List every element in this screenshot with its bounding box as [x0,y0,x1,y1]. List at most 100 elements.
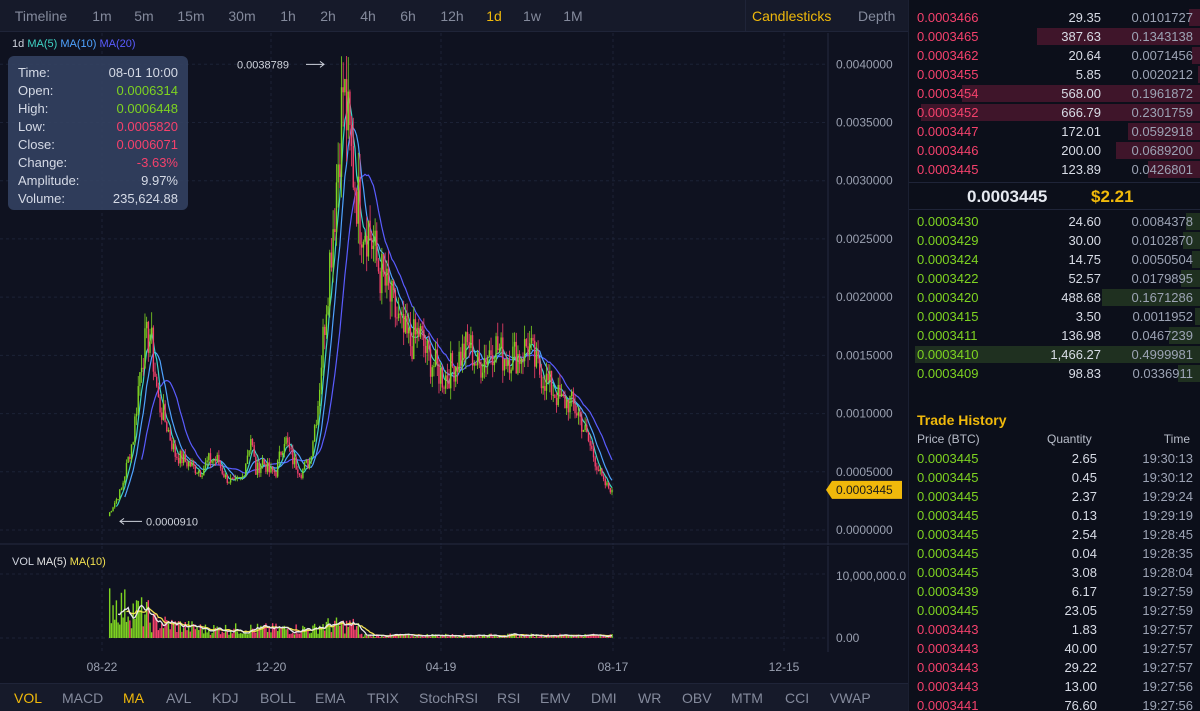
volume-bar [248,632,250,638]
candle [576,405,578,418]
indicator-wr[interactable]: WR [638,690,662,706]
trade-time: 19:27:59 [1142,584,1193,599]
indicator-mtm[interactable]: MTM [731,690,763,706]
candle [550,370,553,400]
volume-bar [586,634,588,638]
candle [347,57,349,139]
interval-1m[interactable]: 1m [92,8,112,24]
price-chart[interactable]: 0.00400000.00350000.00300000.00250000.00… [0,33,908,545]
indicator-vol[interactable]: VOL [14,690,43,706]
volume-bar [337,623,339,638]
candle [164,400,166,423]
interval-1M[interactable]: 1M [563,8,583,24]
volume-bar [515,634,517,638]
volume-bar [485,636,487,638]
bid-row[interactable]: 0.0003420 488.68 0.1671286 [909,288,1200,307]
candle [404,304,407,335]
indicator-avl[interactable]: AVL [166,690,192,706]
candle [369,205,371,242]
interval-timeline[interactable]: Timeline [14,8,68,24]
ask-row[interactable]: 0.0003452 666.79 0.2301759 [909,103,1200,122]
candle [117,498,119,501]
interval-6h[interactable]: 6h [400,8,416,24]
ask-row[interactable]: 0.0003454 568.00 0.1961872 [909,84,1200,103]
candle [245,463,247,478]
volume-bar [271,623,274,638]
ask-row[interactable]: 0.0003446 200.00 0.0689200 [909,141,1200,160]
trade-price: 0.0003445 [917,489,979,504]
tab-depth[interactable]: Depth [858,8,896,24]
tab-candlesticks[interactable]: Candlesticks [752,8,832,24]
x-tick-label: 08-17 [597,660,629,674]
candle [280,451,282,457]
interval-4h[interactable]: 4h [360,8,376,24]
volume-bar [285,629,287,638]
volume-bar [154,614,156,638]
volume-bar [268,627,270,638]
volume-bar [150,632,153,638]
interval-1d[interactable]: 1d [486,8,502,24]
indicator-cci[interactable]: CCI [785,690,810,706]
interval-1h[interactable]: 1h [280,8,296,24]
ask-row[interactable]: 0.0003462 20.64 0.0071456 [909,46,1200,65]
ohlc-amplitude-label: Amplitude: [18,173,80,188]
interval-legend: 1d [12,38,25,50]
volume-bar [199,624,202,638]
x-tick-label: 08-22 [86,660,118,674]
bid-row[interactable]: 0.0003410 1,466.27 0.4999981 [909,345,1200,364]
volume-bar [142,626,144,638]
candle [130,444,133,463]
candle [381,247,383,305]
candle [409,312,412,357]
interval-2h[interactable]: 2h [320,8,336,24]
interval-12h[interactable]: 12h [440,8,464,24]
volume-bar [498,636,501,638]
bid-row[interactable]: 0.0003411 136.98 0.0467239 [909,326,1200,345]
candle [315,419,318,429]
ask-total: 0.0592918 [1131,124,1193,139]
depth-bar [1198,66,1200,83]
interval-30m[interactable]: 30m [228,8,256,24]
candle [144,313,146,369]
bid-row[interactable]: 0.0003429 30.00 0.0102870 [909,231,1200,250]
interval-15m[interactable]: 15m [177,8,205,24]
interval-1w[interactable]: 1w [523,8,541,24]
bid-row[interactable]: 0.0003430 24.60 0.0084378 [909,212,1200,231]
trade-time: 19:27:57 [1142,622,1193,637]
ask-row[interactable]: 0.0003465 387.63 0.1343138 [909,27,1200,46]
candle [219,460,222,471]
indicator-boll[interactable]: BOLL [260,690,296,706]
indicator-stochrsi[interactable]: StochRSI [419,690,479,706]
ask-row[interactable]: 0.0003447 172.01 0.0592918 [909,122,1200,141]
bid-row[interactable]: 0.0003424 14.75 0.0050504 [909,250,1200,269]
volume-bar [198,630,200,638]
volume-chart[interactable]: 10,000,000.0 0.00 [0,546,908,652]
ask-row[interactable]: 0.0003455 5.85 0.0020212 [909,65,1200,84]
ask-row[interactable]: 0.0003466 29.35 0.0101727 [909,8,1200,27]
indicator-macd[interactable]: MACD [62,690,104,706]
indicator-vwap[interactable]: VWAP [830,690,871,706]
depth-bar [915,346,1200,363]
interval-5m[interactable]: 5m [134,8,154,24]
indicator-emv[interactable]: EMV [540,690,571,706]
indicator-kdj[interactable]: KDJ [212,690,239,706]
volume-bar [209,634,212,638]
bid-row[interactable]: 0.0003422 52.57 0.0179895 [909,269,1200,288]
indicator-dmi[interactable]: DMI [591,690,617,706]
volume-bar [572,636,575,638]
trade-price: 0.0003445 [917,470,979,485]
indicator-ma[interactable]: MA [123,690,144,706]
candle [139,372,141,396]
indicator-ema[interactable]: EMA [315,690,346,706]
volume-bar [288,634,291,638]
bid-total: 0.0050504 [1131,252,1193,267]
indicator-trix[interactable]: TRIX [367,690,399,706]
bid-row[interactable]: 0.0003415 3.50 0.0011952 [909,307,1200,326]
ask-row[interactable]: 0.0003445 123.89 0.0426801 [909,160,1200,179]
bid-row[interactable]: 0.0003409 98.83 0.0336911 [909,364,1200,383]
indicator-obv[interactable]: OBV [682,690,712,706]
volume-tick-label: 10,000,000.0 [836,569,906,583]
volume-bar [587,634,590,638]
ask-price: 0.0003462 [917,48,979,63]
indicator-rsi[interactable]: RSI [497,690,521,706]
